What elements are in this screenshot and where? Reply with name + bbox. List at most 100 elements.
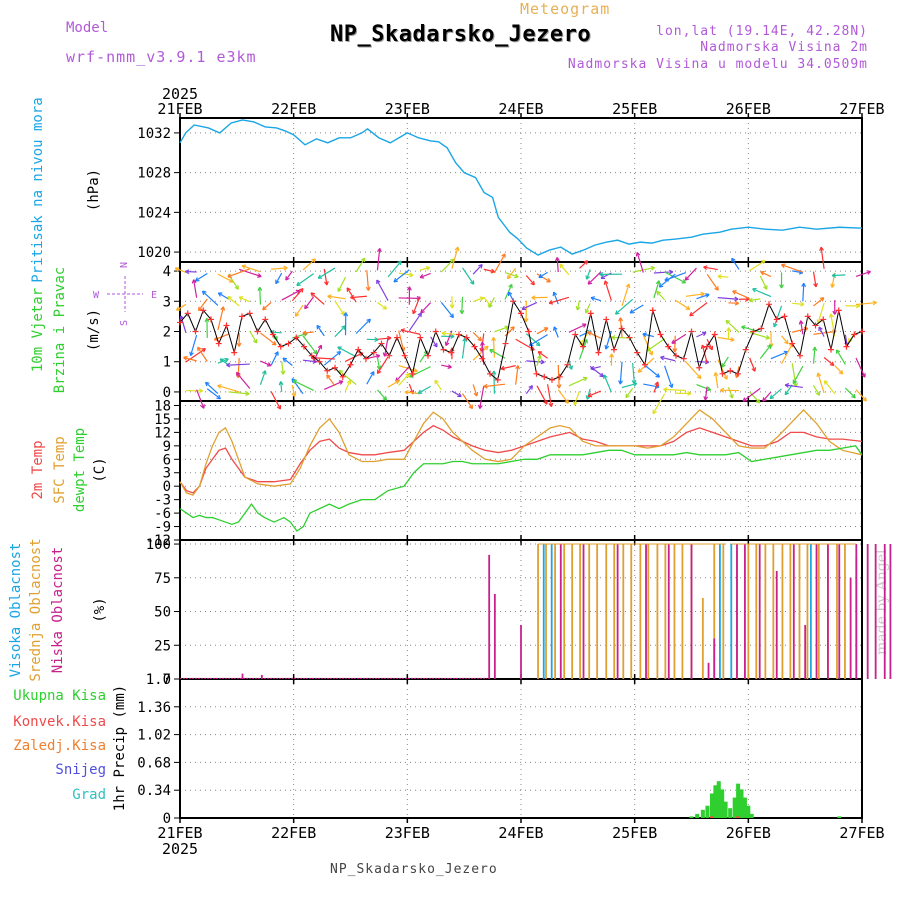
wind-vector-head	[657, 381, 660, 387]
wind-vector-head	[816, 319, 819, 324]
wind-vector-head	[283, 267, 288, 271]
wind-vector	[671, 333, 687, 344]
wind-vector	[404, 391, 421, 395]
precip-legend-item: Snijeg	[55, 762, 106, 778]
wind-vector	[762, 391, 772, 402]
wind-vector-head	[798, 272, 804, 275]
wind-vector-head	[745, 298, 750, 302]
wind-speed-marker	[828, 346, 834, 353]
wind-vector	[632, 266, 655, 273]
y-tick-label: 0.68	[137, 755, 171, 771]
wind-speed-marker	[564, 361, 571, 368]
wind-vector	[217, 273, 234, 283]
y-tick-label: 1.36	[137, 700, 171, 716]
y-tick-label: 9	[163, 439, 171, 455]
wind-vector	[642, 363, 660, 378]
wind-vector	[334, 300, 345, 316]
wind-vector	[844, 387, 856, 399]
wind-vector	[291, 288, 304, 302]
wind-vector	[696, 293, 710, 300]
wind-vector-head	[587, 280, 590, 285]
wind-vector-head	[663, 387, 668, 390]
pressure-unit: (hPa)	[86, 169, 102, 211]
wind-vector-head	[824, 380, 829, 383]
wind-vector	[741, 326, 761, 333]
wind-vector	[259, 287, 262, 305]
wind-vector	[557, 389, 569, 404]
wind-vector-head	[393, 277, 397, 283]
wind-vector-head	[861, 374, 866, 378]
wind-vector	[259, 370, 266, 385]
wind-vector-head	[312, 351, 318, 355]
wind-vector	[525, 333, 541, 347]
wind-vector-head	[803, 282, 807, 288]
wind-vector	[727, 387, 734, 399]
wind-vector-head	[234, 286, 239, 290]
wind-vector	[275, 272, 283, 284]
wind-speed-marker	[773, 316, 780, 323]
wind-speed-marker	[440, 346, 447, 353]
wind-vector	[629, 304, 644, 314]
wind-vector-head	[257, 275, 262, 278]
wind-vector	[350, 295, 367, 299]
wind-vector	[377, 301, 387, 310]
wind-vector-head	[276, 406, 281, 410]
wind-vector-head	[862, 399, 867, 402]
wind-vector-head	[763, 286, 768, 290]
wind-vector	[241, 265, 261, 273]
wind-vector-head	[604, 345, 607, 350]
wind-vector-head	[818, 326, 823, 330]
wind-vector-head	[407, 373, 410, 378]
wind-vector	[408, 312, 422, 332]
precip-bar	[705, 805, 710, 818]
wind-vector-head	[483, 383, 488, 388]
top-date-label: 22FEB	[271, 100, 316, 118]
wind-vector-head	[340, 312, 345, 316]
wind-vector	[313, 344, 322, 362]
wind-speed-marker	[200, 307, 207, 314]
wind-vector	[573, 390, 581, 406]
cloud-high-title: Visoka Oblacnost	[8, 543, 24, 678]
wind-speed-marker	[285, 340, 292, 347]
compass-cross	[107, 276, 143, 312]
wind-vector	[472, 384, 478, 397]
wind-vector	[190, 334, 198, 356]
wind-vector-head	[817, 372, 822, 377]
wind-vector	[249, 330, 258, 344]
y-tick-label: -9	[154, 520, 171, 536]
wind-vector-head	[703, 265, 708, 268]
wind-speed-marker	[595, 349, 602, 356]
wind-vector-head	[280, 381, 284, 386]
wind-vector-head	[696, 376, 702, 380]
wind-vector	[568, 323, 587, 333]
wind-vector-head	[729, 395, 733, 399]
wind-speed-marker	[587, 310, 594, 317]
wind-vector	[193, 279, 198, 298]
wind-vector-head	[765, 337, 770, 340]
wind-vector-head	[282, 357, 288, 360]
y-tick-label: 1032	[137, 126, 171, 142]
wind-vector	[377, 337, 392, 340]
wind-vector-head	[493, 370, 497, 375]
precip-bar	[742, 797, 747, 818]
model-label: Model	[66, 20, 109, 36]
wind-speed-marker	[192, 328, 199, 335]
wind-vector-head	[452, 258, 455, 264]
wind-vector-head	[784, 341, 789, 345]
wind-vector	[219, 358, 229, 366]
wind-vector-head	[611, 335, 616, 338]
wind-vector-head	[291, 393, 295, 397]
wind-vector	[196, 389, 205, 409]
wind-vector	[409, 366, 431, 378]
wind-vector	[472, 345, 489, 361]
wind-vector-head	[376, 365, 381, 370]
wind-speed-marker	[293, 334, 300, 341]
wind-vector	[525, 385, 533, 394]
wind-vector-head	[543, 401, 548, 405]
wind-vector-head	[762, 397, 765, 402]
wind-vector	[270, 351, 279, 366]
wind-vector-head	[194, 277, 198, 282]
wind-vector-head	[297, 290, 301, 295]
wind-vector-head	[216, 397, 221, 400]
wind-vector-head	[413, 370, 418, 373]
